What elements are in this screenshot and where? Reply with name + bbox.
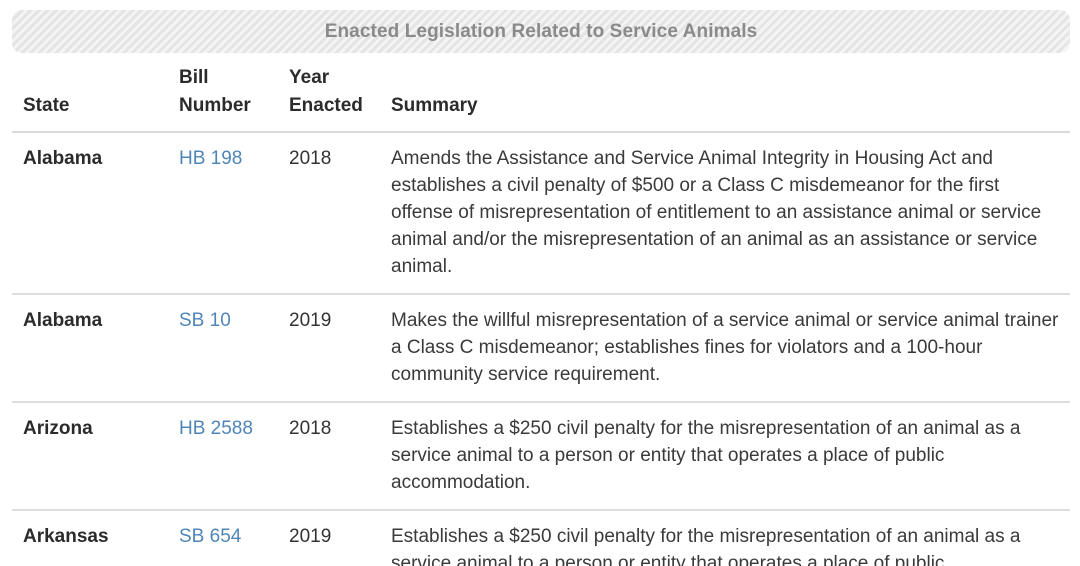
cell-bill: SB 10 xyxy=(168,294,278,403)
cell-state: Alabama xyxy=(12,294,168,403)
header-bill-number: Bill Number xyxy=(168,60,278,133)
table-title: Enacted Legislation Related to Service A… xyxy=(324,20,758,42)
bill-link[interactable]: SB 654 xyxy=(179,526,242,547)
header-summary: Summary xyxy=(380,60,1070,133)
cell-year: 2018 xyxy=(278,402,380,511)
cell-summary: Makes the willful misrepresentation of a… xyxy=(380,294,1070,403)
bill-link[interactable]: SB 10 xyxy=(179,310,231,331)
cell-state: Arizona xyxy=(12,402,168,511)
cell-year: 2018 xyxy=(278,132,380,295)
cell-summary: Establishes a $250 civil penalty for the… xyxy=(380,402,1070,511)
bill-link[interactable]: HB 2588 xyxy=(179,418,253,439)
header-year-line2: Enacted xyxy=(289,95,363,116)
cell-bill: HB 198 xyxy=(168,132,278,295)
table-row: Alabama SB 10 2019 Makes the willful mis… xyxy=(12,294,1070,403)
table-title-bar: Enacted Legislation Related to Service A… xyxy=(12,10,1070,53)
header-state: State xyxy=(12,60,168,133)
cell-year: 2019 xyxy=(278,510,380,566)
header-bill-line2: Number xyxy=(179,95,251,116)
header-summary-label: Summary xyxy=(391,95,478,116)
table-row: Arizona HB 2588 2018 Establishes a $250 … xyxy=(12,402,1070,511)
header-bill-line1: Bill xyxy=(179,67,209,88)
cell-year: 2019 xyxy=(278,294,380,403)
table-row: Arkansas SB 654 2019 Establishes a $250 … xyxy=(12,510,1070,566)
header-year-enacted: Year Enacted xyxy=(278,60,380,133)
cell-summary: Establishes a $250 civil penalty for the… xyxy=(380,510,1070,566)
cell-summary: Amends the Assistance and Service Animal… xyxy=(380,132,1070,295)
cell-bill: SB 654 xyxy=(168,510,278,566)
table-row: Alabama HB 198 2018 Amends the Assistanc… xyxy=(12,132,1070,295)
header-state-label: State xyxy=(23,95,70,116)
header-year-line1: Year xyxy=(289,67,330,88)
header-row: State Bill Number Year Enacted Summary xyxy=(12,60,1070,133)
cell-state: Alabama xyxy=(12,132,168,295)
cell-state: Arkansas xyxy=(12,510,168,566)
bill-link[interactable]: HB 198 xyxy=(179,148,243,169)
cell-bill: HB 2588 xyxy=(168,402,278,511)
legislation-table: State Bill Number Year Enacted Summary Ala… xyxy=(12,60,1070,566)
